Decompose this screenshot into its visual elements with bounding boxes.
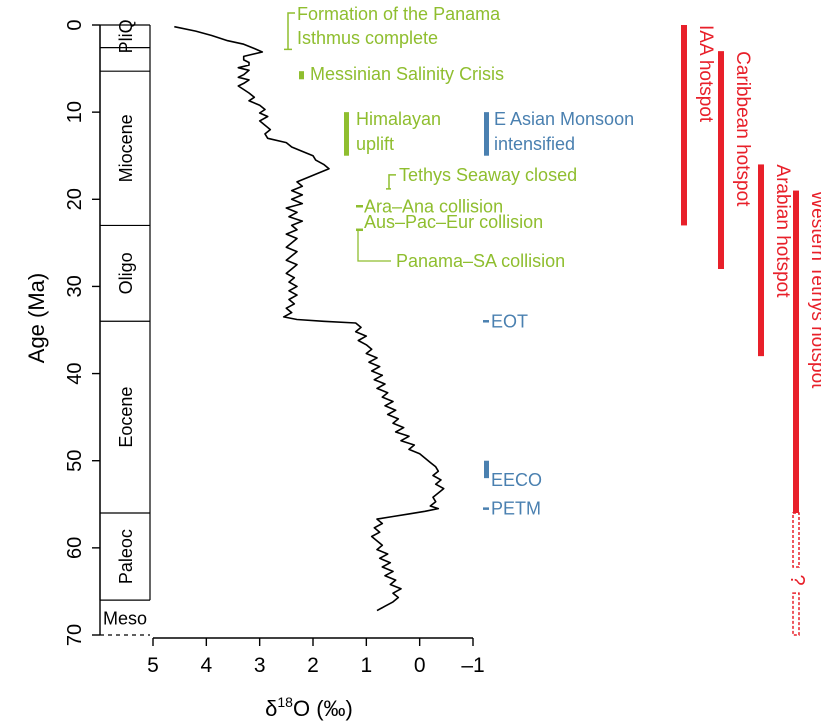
y-tick-label: 0: [64, 19, 86, 30]
annotation-label: Panama–SA collision: [396, 251, 565, 271]
y-tick-label: 10: [64, 101, 86, 123]
annotation-label: EOT: [491, 311, 528, 331]
hotspot-bar: [793, 190, 799, 514]
annotation-label: Messinian Salinity Crisis: [310, 64, 504, 84]
hotspot-uncertain-bar: [792, 592, 800, 636]
x-tick-label: 1: [360, 654, 372, 677]
epoch-label: Miocene: [116, 114, 136, 182]
epoch-label: Meso: [103, 609, 147, 629]
hotspot-label: IAA hotspot: [695, 25, 716, 123]
epoch-label: Oligo: [116, 252, 136, 294]
x-tick-label: 3: [254, 654, 266, 677]
hotspot-bar: [718, 51, 724, 270]
hotspot-bar: [758, 164, 764, 357]
x-tick-label: –1: [461, 654, 484, 677]
y-tick-label: 70: [64, 624, 86, 646]
x-tick-label: 5: [147, 654, 159, 677]
hotspot-label: Caribbean hotspot: [732, 51, 753, 207]
epoch-column: PliQ Miocene Oligo Eocene Paleoc Meso: [99, 19, 151, 636]
annotation-label: Aus–Pac–Eur collision: [364, 212, 543, 232]
annotation-label: PETM: [491, 499, 541, 519]
y-tick-label: 50: [64, 450, 86, 472]
hotspot-label: Western Tethys hotspot: [807, 191, 821, 390]
annotation-label: Tethys Seaway closed: [399, 165, 577, 185]
plot-area: [174, 25, 445, 612]
y-tick-label: 60: [64, 537, 86, 559]
messinian-marker: [299, 71, 304, 80]
y-tick-label: 40: [64, 362, 86, 384]
y-axis-title: Age (Ma): [24, 273, 49, 363]
x-axis-title-sup: 18: [277, 694, 293, 710]
epoch-label: PliQ: [116, 19, 136, 53]
annotation-label: Himalayan: [356, 109, 441, 129]
y-tick-label: 20: [64, 188, 86, 210]
hotspot-bar: [681, 25, 687, 226]
epoch-label: Eocene: [116, 387, 136, 448]
eeco-bar: [484, 460, 489, 479]
tethys-closed-bracket: [386, 174, 396, 190]
x-tick-label: 2: [307, 654, 319, 677]
hotspot-question-mark: ?: [786, 575, 808, 586]
monsoon-bar: [484, 112, 489, 156]
x-axis-title-rest: O (‰): [293, 696, 353, 721]
epoch-label: Paleoc: [116, 529, 136, 584]
hotspot-bars: IAA hotspot Caribbean hotspot Arabian hots…: [681, 25, 821, 636]
d18o-series-line: [174, 25, 445, 612]
annotation-label: Isthmus complete: [297, 28, 438, 48]
annotation-label: uplift: [356, 134, 394, 154]
hotspot-label: Arabian hotspot: [772, 164, 793, 298]
annotation-label: Ara–Ana collision: [364, 196, 503, 216]
annotation-label: EECO: [491, 470, 542, 490]
annotation-label: E Asian Monsoon: [494, 109, 634, 129]
annotation-label: intensified: [494, 134, 575, 154]
panama-isthmus-bracket: [284, 12, 295, 51]
panama-sa-leader: [357, 229, 391, 262]
x-tick-label: 0: [414, 654, 426, 677]
annotation-label: Formation of the Panama: [297, 4, 501, 24]
x-axis-title-delta: δ: [265, 696, 277, 721]
event-annotations: Formation of the Panama Isthmus complete M…: [284, 4, 634, 519]
x-tick-label: 4: [200, 654, 212, 677]
himalayan-uplift-bar: [344, 112, 349, 156]
x-axis-title: δ18O (‰): [265, 694, 353, 721]
hotspot-uncertain-bar: [792, 512, 800, 568]
y-tick-label: 30: [64, 275, 86, 297]
